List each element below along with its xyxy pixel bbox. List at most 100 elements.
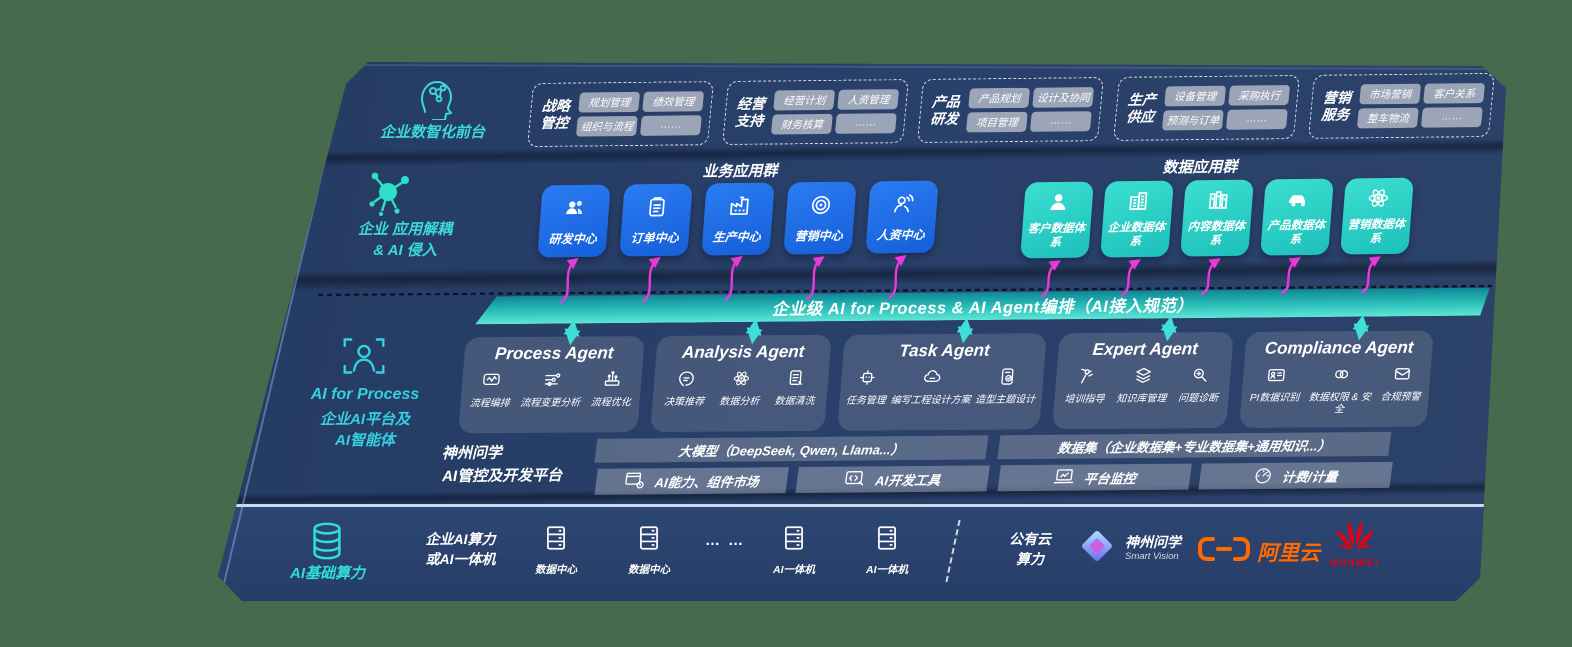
app-layer-label-line2: & AI 侵入 [373,242,437,259]
aliyun-name: 阿里云 [1257,541,1320,565]
head-brain-icon [406,66,458,125]
public-cloud-label: 公有云 算力 [975,529,1085,570]
group-items: 产品规划 设计及协同 项目管理 …… [966,87,1095,133]
group-item: 财务核算 [771,113,834,135]
agent-item: 流程变更分析 [520,370,583,410]
code-tool-icon [842,469,867,490]
agent-item-label: 问题诊断 [1177,393,1219,405]
card-label: 人资中心 [876,227,926,242]
atom-small-icon [730,368,752,393]
agent-boxes: Process Agent 流程编排 流程变更分析 流程优化 [458,330,1434,434]
target-icon [808,192,834,221]
group-product-rd: 产品研发 产品规划 设计及协同 项目管理 …… [917,77,1105,143]
agent-layer-label: AI for Process 企业AI平台及 AI智能体 [290,386,440,450]
card-label: 产品数据体系 [1267,219,1326,246]
infra-layer-label: AI基础算力 [289,565,365,582]
agent-item: 数据清洗 [774,368,817,408]
card-marketing-data: 营销数据体系 [1340,177,1414,255]
agent-item-label: 培训指导 [1064,393,1105,406]
platform-label: 神州问学 AI管控及开发平台 [442,439,584,496]
dataset-group-header: 数据集（企业数据集+专业数据集+通用知识...） [997,431,1392,460]
agent-layer-label-line1: AI for Process [310,386,420,403]
group-items: 设备管理 采购执行 预测与订单 …… [1161,85,1290,131]
car-icon [1284,187,1313,216]
group-item: …… [835,113,898,134]
process-agent-box: Process Agent 流程编排 流程变更分析 流程优化 [458,336,646,434]
server-icon [874,524,900,557]
group-name: 生产供应 [1125,90,1157,125]
group-items: 市场营销 客户关系 整车物流 …… [1356,83,1486,129]
diagnose-icon [1189,365,1211,390]
agent-item: 编写工程设计方案 [890,367,973,407]
agent-item: 流程优化 [590,369,633,409]
group-item: 采购执行 [1227,85,1290,106]
platform-label-line1: 神州问学 [441,444,502,463]
agent-title: Expert Agent [1092,339,1199,359]
agent-item-label: 流程变更分析 [519,397,581,409]
agent-title: Process Agent [494,343,615,364]
billing-metering-box: 计费/计量 [1197,461,1392,490]
card-label: 营销数据体系 [1347,218,1406,245]
compute-label-line1: 企业AI算力 [425,531,496,547]
agent-item-label: 编写工程设计方案 [890,394,971,407]
group-item: 经营计划 [773,89,836,111]
factory-icon [725,193,752,222]
group-item: 市场营销 [1359,83,1422,105]
group-item: 人资管理 [837,89,900,110]
server-icon [636,524,662,557]
agent-item-label: 流程优化 [590,397,632,409]
card-content-data: 内容数据体系 [1180,179,1254,257]
platform-monitor-box: 平台监控 [997,463,1192,492]
training-icon [1075,366,1097,391]
group-item: 产品规划 [968,87,1031,109]
card-order-center: 订单中心 [619,183,693,257]
group-strategy: 战略管控 规划管理 绩效管理 组织与流程 …… [526,81,715,148]
monitor-wave-icon [480,370,502,395]
agent-item: 流程编排 [469,370,512,410]
card-production-center: 生产中心 [701,182,775,256]
group-operation: 经营支持 经营计划 人资管理 财务核算 …… [722,79,910,146]
layers-icon [1132,366,1154,391]
id-card-icon [1265,365,1287,390]
people-icon [561,195,589,224]
shenzhou-diamond-icon [1078,527,1116,570]
group-production-supply: 生产供应 设备管理 采购执行 预测与订单 …… [1112,74,1300,141]
group-item: 客户关系 [1423,83,1486,104]
box-label: AI能力、组件市场 [653,473,760,490]
agent-items: 流程编排 流程变更分析 流程优化 [464,369,639,410]
agent-item-label: 决策推荐 [664,396,705,408]
server-icon [543,524,569,557]
expert-agent-box: Expert Agent 培训指导 知识库管理 问题诊断 [1052,331,1234,430]
agent-items: 培训指导 知识库管理 问题诊断 [1058,365,1227,406]
cloud-design-icon [921,367,943,392]
agent-item: PI数据识别 [1248,365,1302,416]
model-group-header: 大模型（DeepSeek, Qwen, Llama...） [594,435,989,463]
agent-title: Analysis Agent [681,341,806,362]
laptop-chart-icon [1051,467,1076,488]
gauge-icon [1251,465,1274,486]
dataset-group-boxes: 平台监控 计费/计量 [997,461,1392,492]
agent-item: 数据权限 & 安全 [1306,364,1374,415]
huawei-name: HUAWEI [1330,558,1379,569]
ai-dev-tools-box: AI开发工具 [794,465,989,494]
card-customer-data: 客户数据体系 [1020,181,1094,259]
huawei-logo: HUAWEI [1330,519,1379,569]
alert-mail-icon [1391,364,1413,389]
group-item: 规划管理 [578,91,641,113]
agent-layer-label-line3: AI智能体 [334,432,395,449]
group-name: 营销服务 [1320,88,1352,123]
analysis-agent-box: Analysis Agent 决策推荐 数据分析 数据清洗 [650,334,832,433]
head-idea-icon [675,369,697,394]
window-gear-icon [622,471,647,492]
agent-item-label: PI数据识别 [1249,392,1300,404]
agent-item: 造型主题设计 [975,366,1038,406]
card-label: 营销中心 [794,228,844,243]
agent-item-label: 流程编排 [469,398,511,410]
group-items: 经营计划 人资管理 财务核算 …… [771,89,900,135]
agent-item-label: 合规预警 [1379,391,1421,403]
shenzhou-name: 神州问学 [1125,534,1181,551]
box-label: 平台监控 [1082,470,1137,487]
agent-item-label: 数据清洗 [774,395,816,408]
doc-clean-icon [786,368,808,393]
agent-item-label: 知识库管理 [1115,393,1167,405]
